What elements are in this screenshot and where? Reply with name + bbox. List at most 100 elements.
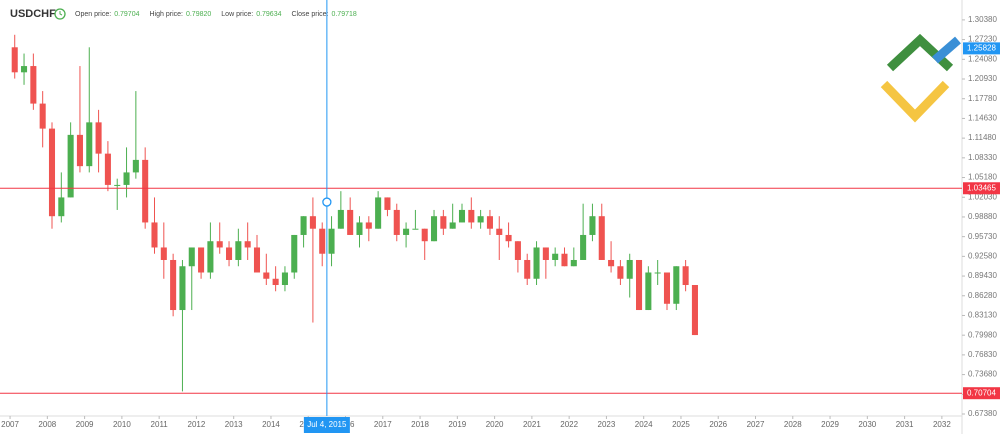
candle-body: [226, 247, 233, 260]
y-tick-label: 0.67380: [968, 409, 997, 418]
x-tick-label: 2007: [1, 420, 19, 429]
stat-value: 0.79634: [256, 11, 281, 18]
x-tick-label: 2024: [635, 420, 653, 429]
candle-body: [30, 66, 37, 104]
logo: [880, 33, 961, 123]
y-tick-label: 1.02030: [968, 192, 997, 201]
y-tick-label: 1.14630: [968, 114, 997, 123]
candle-body: [598, 216, 605, 260]
candle-body: [645, 272, 652, 311]
x-tick-label: 2032: [933, 420, 951, 429]
stat-label: Low price:: [221, 11, 253, 18]
x-tick-label: 2021: [523, 420, 541, 429]
candle-body: [440, 216, 447, 229]
candle-body: [468, 209, 475, 223]
candle-body: [95, 122, 102, 154]
candle-body: [356, 222, 363, 235]
candle-body: [123, 172, 130, 185]
price-label-bg: [963, 42, 1000, 55]
clock-hand: [59, 11, 63, 16]
candle-body: [514, 241, 521, 260]
candle-body: [636, 259, 643, 311]
y-tick-label: 1.08330: [968, 153, 997, 162]
candle-body: [291, 234, 298, 273]
candle-body: [552, 253, 559, 260]
x-tick-label: 2019: [448, 420, 466, 429]
candle-body: [477, 216, 484, 223]
candle-body: [682, 266, 689, 286]
price-label: 1.25828: [967, 43, 996, 52]
y-tick-label: 1.17780: [968, 94, 997, 103]
x-tick-label: 2029: [821, 420, 839, 429]
x-tick-label: 2009: [76, 420, 94, 429]
candle-body: [570, 259, 577, 267]
candle-body: [281, 272, 288, 286]
stat-label: High price:: [150, 11, 184, 18]
candle-body: [272, 278, 279, 286]
price-axis: [962, 0, 1000, 434]
x-tick-label: 2022: [560, 420, 578, 429]
candle-body: [244, 241, 251, 248]
candle-body: [673, 266, 680, 304]
candle-body: [365, 222, 372, 229]
candle-body: [608, 259, 615, 267]
x-tick-label: 2013: [225, 420, 243, 429]
candle-body: [151, 222, 158, 248]
candle-body: [393, 209, 400, 235]
candle-body: [198, 247, 205, 273]
candle-body: [412, 228, 419, 230]
y-tick-label: 0.79980: [968, 330, 997, 339]
y-tick-label: 0.92580: [968, 251, 997, 260]
candle-body: [104, 153, 111, 185]
crosshair-point: [322, 197, 332, 207]
candle-body: [253, 247, 261, 273]
candle-body: [691, 285, 698, 336]
stat-value: 0.79820: [186, 11, 211, 18]
x-tick-label: 2008: [38, 420, 56, 429]
y-tick-label: 1.05180: [968, 173, 997, 182]
candle-body: [300, 216, 307, 235]
x-tick-label: 2030: [858, 420, 876, 429]
candle-body: [132, 159, 139, 173]
price-label-bg: [963, 182, 1000, 195]
crosshair-label-bg: [303, 417, 350, 433]
candle-body: [663, 272, 671, 304]
x-tick-label: 2028: [784, 420, 802, 429]
y-tick-label: 1.11480: [968, 133, 997, 142]
candle-body: [48, 128, 56, 217]
candle-body: [486, 216, 493, 229]
candle-body: [431, 216, 438, 242]
candle-body: [39, 103, 46, 129]
candle-body: [160, 247, 167, 260]
candle-body: [11, 47, 18, 73]
candle-body: [67, 134, 74, 198]
stat-label: Close price:: [292, 11, 329, 18]
candle-body: [319, 228, 326, 254]
candle-body: [524, 259, 531, 279]
candle-body: [328, 228, 335, 254]
x-tick-label: 2017: [374, 420, 392, 429]
clock-icon: [54, 8, 66, 20]
stat-label: Open price:: [75, 11, 111, 18]
candle-body: [589, 216, 596, 235]
crosshair-label: Jul 4, 2015: [307, 420, 347, 429]
candle-body: [207, 241, 214, 273]
candle-body: [58, 197, 65, 217]
x-tick-label: 2010: [113, 420, 131, 429]
stat-value: 0.79704: [114, 11, 139, 18]
candle-body: [384, 197, 391, 210]
y-tick-label: 0.83130: [968, 311, 997, 320]
candle-body: [188, 247, 195, 267]
y-tick-label: 1.24080: [968, 54, 997, 63]
candle-body: [179, 266, 186, 311]
candle-body: [505, 234, 512, 242]
candle-body: [458, 209, 466, 223]
y-tick-label: 0.73680: [968, 370, 997, 379]
candle-body: [449, 222, 456, 229]
y-tick-label: 0.98880: [968, 212, 997, 221]
x-tick-label: 2012: [188, 420, 206, 429]
x-tick-label: 2026: [709, 420, 727, 429]
candle-body: [337, 209, 344, 229]
candle-body: [542, 247, 549, 260]
